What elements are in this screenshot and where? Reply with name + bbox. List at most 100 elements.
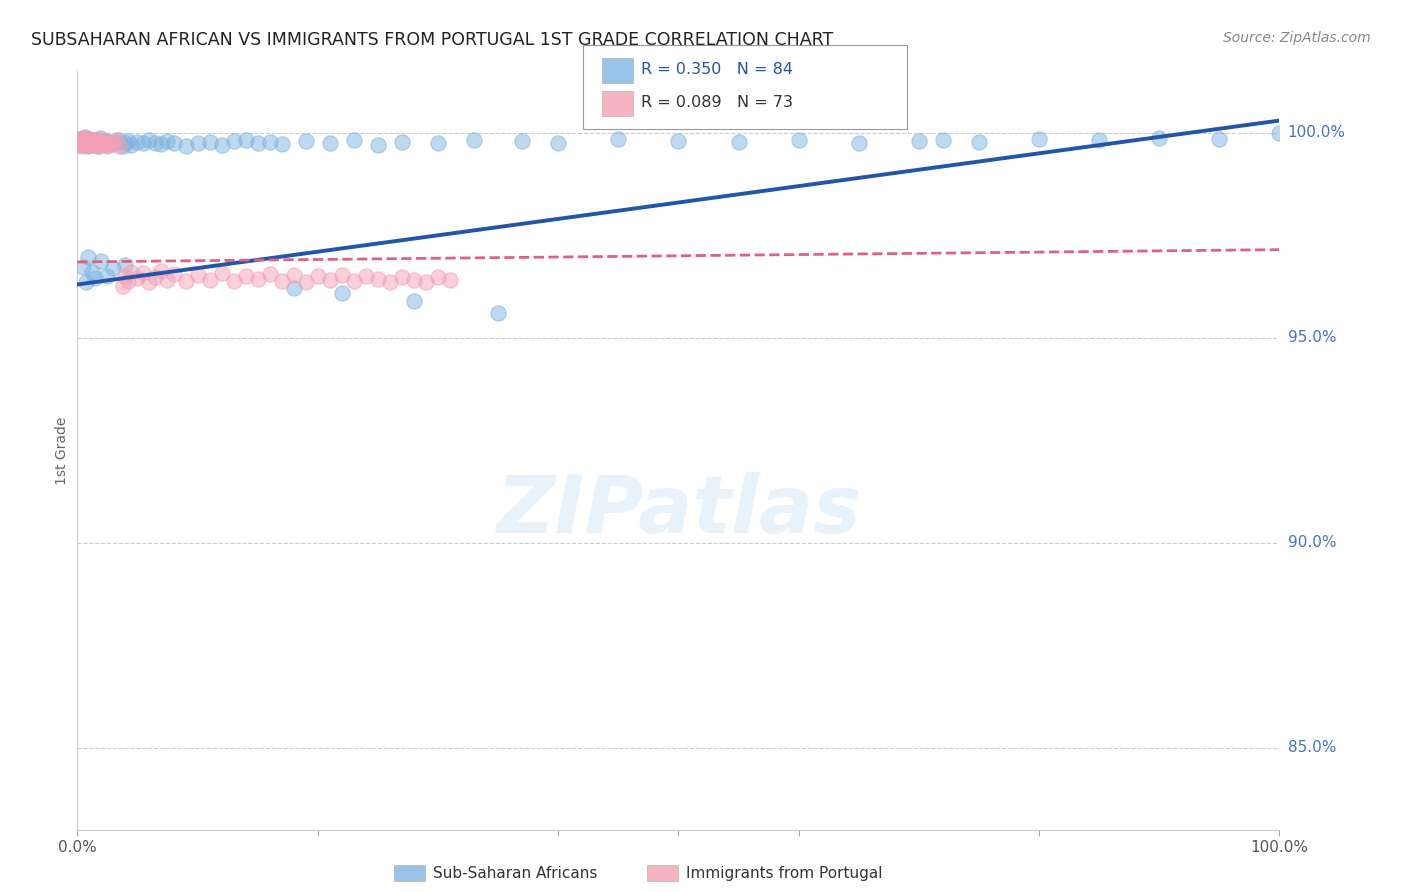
Point [70, 132, 93, 146]
Point [607, 132, 630, 146]
Point [69, 135, 91, 149]
Point [439, 273, 461, 287]
Point [70, 139, 93, 153]
Point [391, 135, 413, 149]
Point [82, 138, 104, 153]
Point [547, 136, 569, 150]
Text: ZIPatlas: ZIPatlas [496, 472, 860, 550]
Point [75, 136, 97, 150]
Point [96, 268, 118, 283]
Point [186, 136, 209, 151]
Point [270, 274, 292, 288]
Point [138, 276, 160, 290]
Text: 100.0%: 100.0% [1288, 126, 1346, 140]
Point [90, 136, 112, 150]
Point [79, 132, 101, 146]
Point [932, 133, 955, 147]
Point [72, 134, 94, 148]
Point [72, 138, 94, 153]
Point [108, 133, 131, 147]
Point [427, 136, 450, 150]
Point [120, 137, 142, 152]
Point [1149, 130, 1171, 145]
Point [75, 276, 97, 290]
Point [111, 278, 134, 293]
Point [319, 273, 342, 287]
Text: Immigrants from Portugal: Immigrants from Portugal [686, 866, 883, 880]
Point [343, 133, 366, 147]
Point [235, 268, 257, 283]
Text: R = 0.350   N = 84: R = 0.350 N = 84 [641, 62, 793, 77]
Point [70, 136, 93, 150]
Point [117, 274, 139, 288]
Point [162, 136, 184, 150]
Point [235, 133, 257, 147]
Point [908, 134, 931, 148]
Point [90, 253, 112, 268]
Point [510, 135, 533, 149]
Point [86, 136, 108, 151]
Point [70, 132, 93, 146]
Point [98, 135, 121, 149]
Point [87, 138, 110, 153]
Point [79, 137, 101, 152]
Point [70, 134, 93, 148]
Point [367, 272, 389, 286]
Y-axis label: 1st Grade: 1st Grade [55, 417, 69, 484]
Point [174, 139, 197, 153]
Point [84, 271, 107, 285]
Point [145, 136, 167, 150]
Point [76, 139, 98, 153]
Point [848, 136, 870, 150]
Point [77, 136, 100, 150]
Point [294, 134, 316, 148]
Point [162, 267, 184, 281]
Point [75, 133, 97, 147]
Point [79, 135, 101, 149]
Point [73, 137, 96, 152]
Point [330, 268, 353, 282]
Point [67, 136, 90, 150]
Point [378, 275, 401, 289]
Point [75, 136, 97, 151]
Point [73, 130, 96, 145]
Point [294, 275, 316, 289]
Point [283, 268, 305, 283]
Point [82, 134, 104, 148]
Point [427, 270, 450, 285]
Text: 95.0%: 95.0% [1288, 330, 1336, 345]
Point [138, 133, 160, 147]
Point [84, 136, 107, 151]
Point [82, 133, 104, 147]
Point [174, 274, 197, 288]
Point [486, 306, 509, 320]
Point [70, 135, 93, 149]
Point [80, 136, 103, 151]
Point [84, 136, 107, 150]
Point [150, 264, 173, 278]
Text: Sub-Saharan Africans: Sub-Saharan Africans [433, 866, 598, 880]
Point [73, 130, 96, 145]
Point [103, 136, 125, 151]
Point [156, 273, 179, 287]
Point [145, 270, 167, 285]
Point [89, 135, 111, 149]
Point [79, 137, 101, 152]
Point [67, 132, 90, 146]
Point [69, 138, 91, 153]
Text: SUBSAHARAN AFRICAN VS IMMIGRANTS FROM PORTUGAL 1ST GRADE CORRELATION CHART: SUBSAHARAN AFRICAN VS IMMIGRANTS FROM PO… [31, 31, 834, 49]
Point [87, 133, 110, 147]
Point [96, 139, 118, 153]
Point [463, 133, 485, 147]
Point [198, 272, 221, 286]
Point [93, 136, 115, 151]
Point [89, 130, 111, 145]
Point [86, 138, 108, 153]
Point [319, 136, 342, 150]
Point [222, 135, 245, 149]
Point [77, 250, 100, 264]
Point [727, 135, 749, 149]
Point [83, 135, 105, 149]
Point [1088, 133, 1111, 147]
Point [198, 135, 221, 149]
